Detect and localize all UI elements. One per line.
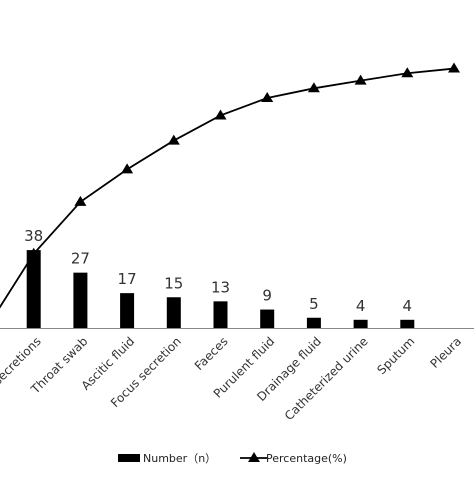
bar-5 [213, 301, 228, 328]
value-label-9: 4 [403, 297, 413, 315]
percentage-marker-3 [121, 163, 134, 174]
percentage-marker-9 [401, 67, 414, 78]
bar-7 [306, 317, 321, 328]
percentage-marker-5 [214, 109, 227, 120]
value-label-1: 38 [24, 227, 43, 245]
bar-9 [400, 319, 415, 328]
value-labels-group: 5238271715139544 [24, 227, 413, 315]
category-label-1: rvical secretions [0, 334, 44, 413]
percentage-marker-8 [354, 74, 367, 85]
category-label-9: Sputum [374, 334, 417, 377]
legend-number-label: Number（n） [143, 452, 216, 465]
bars-group [26, 250, 415, 328]
percentage-marker-10 [448, 62, 460, 73]
legend: Number（n） Percentage(%) [118, 452, 347, 465]
category-label-10: Pleura [427, 334, 464, 371]
legend-number-swatch [118, 454, 140, 462]
value-label-8: 4 [356, 297, 366, 315]
bar-6 [260, 309, 275, 328]
value-label-7: 5 [309, 295, 319, 313]
bar-4 [166, 297, 181, 328]
value-label-5: 13 [211, 278, 230, 296]
legend-percentage-label: Percentage(%) [266, 452, 347, 465]
value-label-3: 17 [118, 270, 137, 288]
category-label-5: Faeces [192, 334, 231, 373]
category-label-8: Catheterized urine [282, 334, 371, 423]
percentage-marker-4 [167, 134, 180, 145]
bar-2 [73, 272, 88, 328]
percentage-line-group [0, 62, 460, 309]
value-label-2: 27 [71, 250, 90, 268]
legend-percentage-marker [248, 452, 260, 462]
value-label-6: 9 [262, 287, 272, 305]
bar-8 [353, 319, 368, 328]
value-label-4: 15 [164, 274, 183, 292]
percentage-marker-2 [74, 195, 87, 206]
percentage-marker-6 [261, 92, 274, 103]
bar-1 [26, 250, 41, 328]
percentage-marker-7 [307, 82, 320, 93]
bar-3 [120, 293, 135, 328]
